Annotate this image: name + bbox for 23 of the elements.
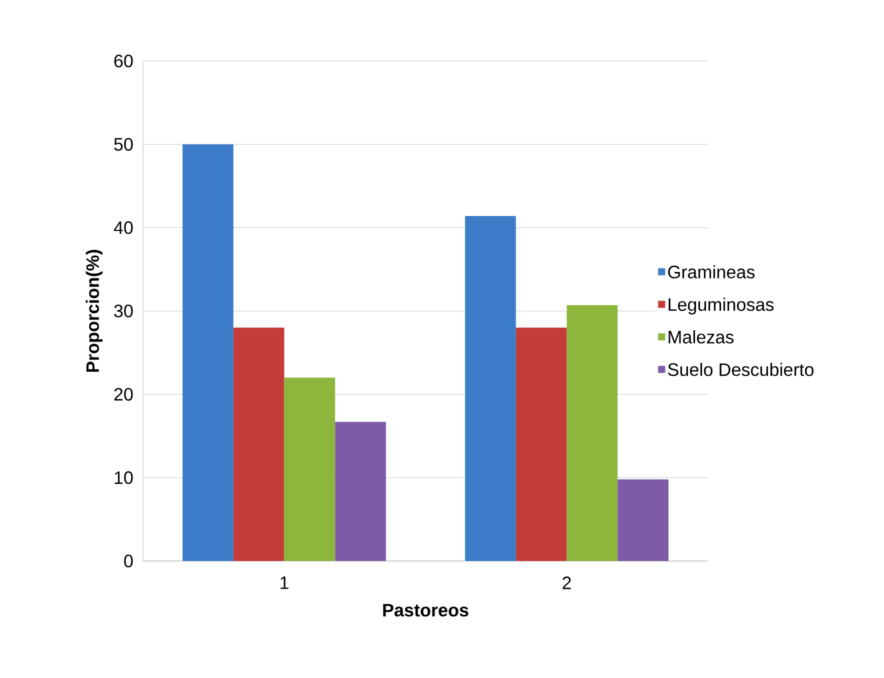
x-tick-label: 1: [280, 576, 288, 589]
bar: [182, 144, 234, 561]
y-tick-label: 50: [114, 138, 133, 151]
legend-label: Gramineas: [668, 265, 755, 278]
bar: [566, 305, 618, 561]
bar: [516, 328, 567, 561]
x-axis-title: Pastoreos: [383, 604, 468, 617]
y-tick-label: 60: [114, 54, 133, 68]
y-tick-label: 10: [114, 471, 133, 484]
y-tick-label: 30: [114, 304, 133, 318]
bar: [465, 216, 516, 561]
y-tick-label: 0: [124, 554, 133, 568]
bar: [618, 479, 668, 561]
legend-label: Suelo Descubierto: [668, 362, 814, 376]
bar: [284, 378, 336, 561]
y-tick-label: 20: [114, 388, 133, 401]
bar: [233, 328, 284, 561]
y-tick-label: 40: [114, 221, 133, 234]
x-tick-label: 2: [562, 576, 571, 590]
y-axis-title: Proporcion(%): [86, 250, 103, 372]
bar: [335, 422, 386, 561]
legend-label: Leguminosas: [668, 298, 774, 315]
legend-label: Malezas: [668, 330, 734, 344]
